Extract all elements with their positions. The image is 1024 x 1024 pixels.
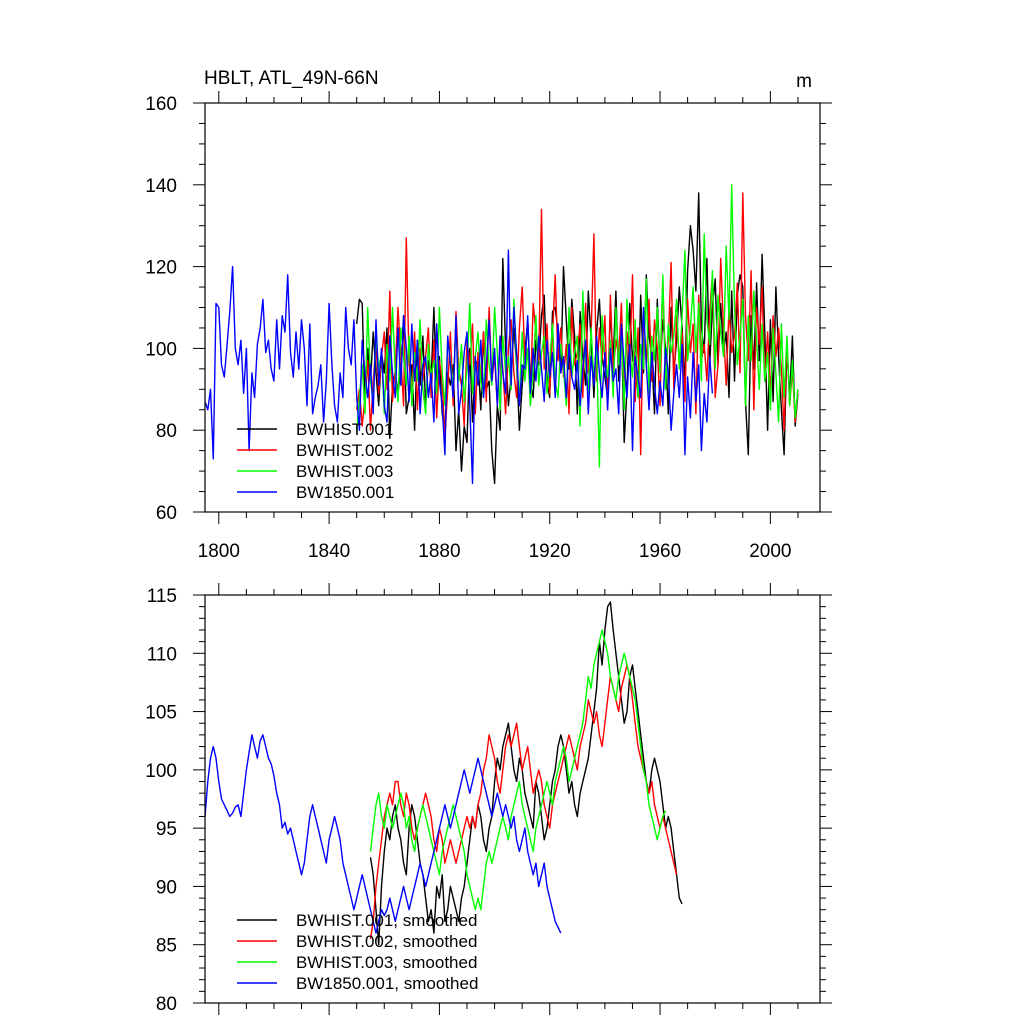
plot-frame <box>204 594 821 1004</box>
legend-label: BWHIST.003 <box>296 462 393 481</box>
legend-label: BWHIST.002 <box>296 441 393 460</box>
y-tick-label: 95 <box>156 819 177 840</box>
series-line-bwhist-002 <box>356 192 799 456</box>
plot-area-top: 1800 1840 1880 1920 1960 2000 60 80 100 120 140 160… <box>145 91 832 562</box>
bottom-panel: 80 85 90 95 100 105 110 115 BWHIST.001, smoothed… <box>145 583 832 1015</box>
top-panel: HBLT, ATL_49N-66N m 1800 1840 1880 1920 1960… <box>145 68 832 562</box>
series-line-bwhist-003-smoothed <box>369 629 667 911</box>
x-tick-label: 1840 <box>308 541 350 562</box>
y-tick-label: 160 <box>145 94 177 115</box>
y-tick-label: 115 <box>147 586 177 607</box>
series-line-bw1850-001 <box>204 249 714 485</box>
y-tick-label: 90 <box>156 877 177 898</box>
y-tick-label: 110 <box>147 644 177 665</box>
legend-label: BWHIST.003, smoothed <box>296 953 477 972</box>
plot-area-bottom: 80 85 90 95 100 105 110 115 BWHIST.001, smoothed… <box>145 583 832 1015</box>
legend-label: BWHIST.001 <box>296 420 393 439</box>
x-tick-label: 1920 <box>529 541 571 562</box>
legend-label: BWHIST.001, smoothed <box>296 911 477 930</box>
x-tick-label: 1960 <box>639 541 681 562</box>
y-tick-label: 80 <box>156 421 177 442</box>
y-tick-label: 105 <box>145 703 177 724</box>
chart-title: HBLT, ATL_49N-66N <box>204 68 379 89</box>
y-tick-label: 85 <box>156 936 177 957</box>
y-tick-label: 80 <box>156 994 177 1015</box>
units-label: m <box>796 71 812 92</box>
legend-label: BWHIST.002, smoothed <box>296 932 477 951</box>
legend-label: BW1850.001 <box>296 483 394 502</box>
y-tick-label: 140 <box>145 176 177 197</box>
x-tick-label: 1800 <box>198 541 240 562</box>
y-tick-label: 120 <box>145 258 177 279</box>
series-line-bwhist-001-smoothed <box>369 601 683 946</box>
legend-label: BW1850.001, smoothed <box>296 974 478 993</box>
series-line-bwhist-003 <box>356 184 799 468</box>
series-line-bw1850-001-smoothed <box>204 734 562 934</box>
y-tick-label: 60 <box>156 503 177 524</box>
series-line-bwhist-002-smoothed <box>369 664 678 940</box>
x-tick-label: 2000 <box>749 541 791 562</box>
y-tick-label: 100 <box>145 761 177 782</box>
y-tick-label: 100 <box>145 339 177 360</box>
x-tick-label: 1880 <box>418 541 460 562</box>
